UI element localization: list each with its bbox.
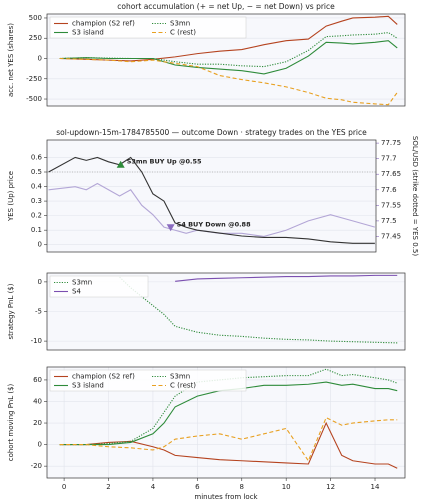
series-line — [175, 274, 398, 282]
y2-tick-label: 77.45 — [381, 232, 401, 240]
y-axis-label: acc. net YES (shares) — [7, 23, 15, 97]
y-tick-label: -10 — [31, 337, 42, 345]
x-tick-label: 10 — [282, 483, 291, 491]
legend-label: S3mn — [170, 20, 190, 28]
series-group — [59, 15, 398, 106]
y-tick-label: -20 — [31, 462, 42, 470]
y2-tick-label: 77.75 — [381, 139, 401, 147]
series-line — [59, 57, 398, 106]
x-tick-label: 4 — [151, 483, 156, 491]
y-tick-label: 0.1 — [31, 226, 42, 234]
plot-frame — [46, 13, 406, 107]
series-group — [119, 274, 398, 344]
legend-label: S3 island — [72, 382, 104, 390]
x-tick-label: 12 — [326, 483, 335, 491]
plot-frame — [46, 366, 406, 479]
trade-annotation: S3mn BUY Up @0.55 — [127, 158, 202, 166]
legend-box — [49, 369, 247, 392]
y-tick-label: 20 — [33, 419, 42, 427]
y-tick-label: 250 — [29, 34, 42, 42]
panel: cohort accumulation (+ = net Up, − = net… — [7, 2, 406, 107]
plot-frame — [46, 139, 377, 253]
y2-axis-label: SOL/USD (strike dotted = YES 0.5) — [411, 136, 419, 256]
legend-label: champion (S2 ref) — [72, 20, 135, 28]
x-tick-label: 14 — [371, 483, 380, 491]
y-tick-label: 0.3 — [31, 197, 42, 205]
legend-label: S3 island — [72, 29, 104, 37]
series-line — [59, 368, 398, 446]
legend-label: C (rest) — [170, 29, 196, 37]
legend-label: S3mn — [170, 373, 190, 381]
y-axis-label: strategy PnL ($) — [7, 283, 15, 339]
y-tick-label: 0.4 — [31, 183, 43, 191]
y-tick-label: 0 — [38, 55, 42, 63]
x-tick-label: 8 — [240, 483, 244, 491]
series-line — [59, 40, 398, 75]
y-axis-label: cohort moving PnL ($) — [7, 383, 15, 461]
trade-marker — [116, 160, 125, 168]
series-line — [59, 15, 398, 62]
series-line — [59, 31, 398, 68]
y-tick-label: 60 — [33, 376, 42, 384]
y-tick-label: 0 — [38, 278, 42, 286]
x-tick-label: 2 — [106, 483, 110, 491]
y-tick-label: 0.5 — [31, 168, 42, 176]
y-tick-label: -500 — [26, 95, 42, 103]
legend-label: S4 — [72, 288, 81, 296]
legend-box — [49, 16, 247, 39]
y-tick-label: 0 — [38, 241, 42, 249]
y2-tick-label: 77.55 — [381, 201, 401, 209]
y-tick-label: -250 — [26, 75, 42, 83]
series-line — [119, 276, 398, 344]
panel-title: cohort accumulation (+ = net Up, − = net… — [117, 2, 335, 11]
y-tick-label: 0 — [38, 441, 42, 449]
x-tick-label: 6 — [195, 483, 200, 491]
legend-label: S3mn — [72, 279, 92, 287]
x-axis-label: minutes from lock — [194, 493, 258, 500]
y2-tick-label: 77.7 — [381, 155, 397, 163]
y2-tick-label: 77.6 — [381, 186, 397, 194]
series-line — [48, 156, 375, 244]
trade-marker — [166, 224, 175, 232]
panel-title: sol-updown-15m-1784785500 — outcome Down… — [56, 128, 367, 137]
trade-annotation: S4 BUY Down @0.88 — [177, 220, 251, 228]
y-tick-label: -5 — [35, 308, 42, 316]
y-tick-label: 0.2 — [31, 212, 42, 220]
y2-tick-label: 77.65 — [381, 170, 401, 178]
series-line — [59, 416, 398, 462]
plot-area — [47, 140, 376, 252]
panel: cohort moving PnL ($) -20 0 20 40 60 0 2 4 6 8 10 12… — [7, 366, 406, 500]
series-line — [48, 182, 376, 238]
y-axis-label: YES (Up) price — [7, 171, 15, 222]
legend-box — [49, 275, 149, 298]
legend-label: C (rest) — [170, 382, 196, 390]
y2-tick-label: 77.5 — [381, 217, 397, 225]
x-tick-label: 0 — [62, 483, 66, 491]
plot-frame — [46, 272, 406, 351]
y-tick-label: 40 — [33, 397, 42, 405]
y-tick-label: 0.6 — [31, 153, 43, 161]
series-group — [48, 156, 376, 244]
y-tick-label: 500 — [29, 14, 42, 22]
panel: sol-updown-15m-1784785500 — outcome Down… — [7, 128, 419, 256]
legend-label: champion (S2 ref) — [72, 373, 135, 381]
